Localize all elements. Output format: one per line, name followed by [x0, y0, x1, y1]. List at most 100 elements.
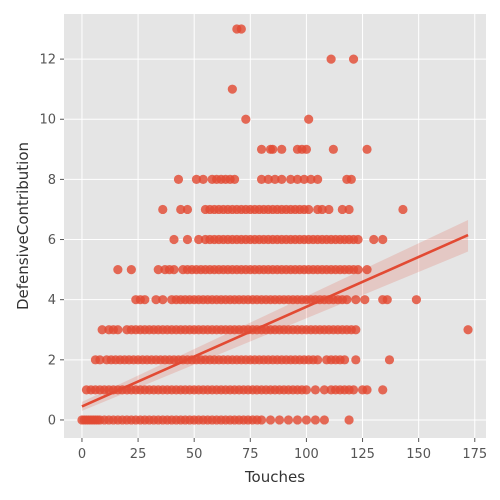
data-point — [191, 174, 202, 184]
data-point — [342, 295, 352, 305]
data-point — [324, 204, 334, 215]
data-point — [463, 325, 473, 335]
data-point — [256, 415, 267, 425]
y-tick-label: 4 — [48, 293, 56, 308]
data-point — [304, 204, 314, 215]
data-point — [182, 204, 193, 215]
x-tick-label: 100 — [294, 447, 319, 462]
data-point — [256, 144, 267, 154]
data-point — [326, 54, 336, 64]
data-point — [113, 265, 123, 275]
data-point — [348, 54, 359, 64]
data-point — [348, 385, 359, 395]
data-point — [310, 415, 321, 425]
data-point — [301, 415, 312, 425]
data-point — [339, 355, 350, 365]
data-point — [277, 144, 287, 154]
data-point — [286, 174, 296, 184]
x-tick-label: 125 — [350, 447, 375, 462]
data-point — [176, 204, 186, 215]
data-point — [337, 204, 347, 215]
regression-fit-line — [81, 233, 469, 408]
data-point — [270, 174, 280, 184]
data-point — [346, 174, 356, 184]
data-point — [263, 174, 273, 184]
data-point — [182, 234, 193, 245]
x-tick-label: 50 — [186, 447, 203, 462]
data-point — [198, 174, 208, 184]
x-tick-label: 175 — [462, 447, 487, 462]
data-point — [256, 174, 267, 184]
data-point — [319, 415, 329, 425]
data-point — [351, 355, 361, 365]
data-point — [169, 234, 179, 245]
data-point — [126, 265, 136, 275]
data-point — [369, 234, 379, 245]
data-point — [283, 415, 294, 425]
data-point — [344, 415, 354, 425]
data-point — [229, 174, 240, 184]
y-tick-label: 12 — [39, 53, 56, 68]
y-axis-label: DefensiveContribution — [14, 142, 32, 310]
data-point — [328, 144, 338, 154]
data-point — [292, 415, 303, 425]
x-tick-label: 75 — [242, 447, 259, 462]
data-point — [151, 295, 161, 305]
data-point — [241, 114, 251, 124]
plot-background — [64, 14, 486, 438]
data-point — [169, 265, 179, 275]
data-point — [227, 84, 237, 94]
data-point — [351, 295, 361, 305]
y-axis-ticks: 0 2 4 6 8 10 12 — [39, 53, 64, 428]
x-tick-label: 150 — [406, 447, 431, 462]
data-point — [158, 204, 168, 215]
data-point — [313, 355, 323, 365]
data-point — [319, 385, 329, 395]
data-point — [384, 355, 395, 365]
data-point — [411, 295, 422, 305]
y-tick-label: 10 — [39, 113, 56, 128]
data-point — [97, 325, 107, 335]
x-tick-label: 0 — [78, 447, 86, 462]
y-tick-label: 0 — [48, 413, 56, 428]
regression-line — [81, 233, 469, 408]
data-point — [173, 174, 184, 184]
data-point — [310, 385, 321, 395]
data-point — [353, 234, 363, 245]
data-point — [304, 114, 314, 124]
data-point — [362, 385, 372, 395]
y-tick-label: 2 — [48, 353, 56, 368]
data-point — [398, 204, 408, 215]
data-point — [313, 174, 323, 184]
data-point — [344, 204, 354, 215]
y-tick-label: 8 — [48, 173, 56, 188]
data-point — [378, 234, 388, 245]
data-point — [378, 385, 388, 395]
data-point — [140, 295, 150, 305]
data-point — [265, 415, 276, 425]
data-point — [360, 295, 370, 305]
data-point — [274, 415, 285, 425]
data-point — [362, 144, 372, 154]
data-point — [153, 265, 163, 275]
data-point — [306, 174, 316, 184]
data-point — [301, 385, 312, 395]
data-point — [158, 295, 168, 305]
data-point — [301, 144, 312, 154]
data-point — [95, 355, 105, 365]
x-axis-ticks: 0 25 50 75 100 125 150 175 — [78, 438, 487, 462]
data-point — [351, 325, 361, 335]
data-point — [299, 174, 309, 184]
y-tick-label: 6 — [48, 233, 56, 248]
data-point — [292, 174, 303, 184]
data-point — [362, 265, 372, 275]
x-axis-label: Touches — [244, 468, 305, 486]
data-point — [236, 24, 246, 34]
data-points — [77, 24, 473, 425]
data-point — [317, 204, 327, 215]
data-point — [353, 265, 363, 275]
x-tick-label: 25 — [130, 447, 147, 462]
data-point — [194, 234, 204, 245]
data-point — [277, 174, 287, 184]
